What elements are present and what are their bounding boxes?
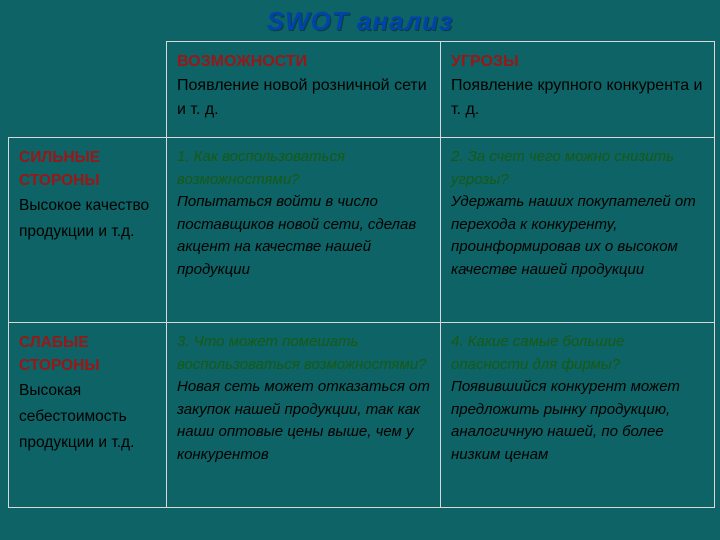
strengths-desc: Высокое качество продукции и т.д. [19,193,156,246]
cell-wt-answer: Появившийся конкурент может предложить р… [451,376,704,466]
cell-wo: 3. Что может помешать воспользоваться во… [167,323,441,508]
threats-title: УГРОЗЫ [451,50,704,74]
cell-so: 1. Как воспользоваться возможностями? По… [167,138,441,323]
cell-so-answer: Попытаться войти в число поставщиков нов… [177,191,430,281]
cell-wo-question: 3. Что может помешать воспользоваться во… [177,331,430,376]
cell-wo-answer: Новая сеть может отказаться от закупок н… [177,376,430,466]
row-header-strengths: СИЛЬНЫЕ СТОРОНЫ Высокое качество продукц… [9,138,167,323]
slide-title: SWOT анализ [0,0,720,41]
opportunities-desc: Появление новой розничной сети и т. д. [177,74,430,122]
corner-cell [9,42,167,138]
header-threats: УГРОЗЫ Появление крупного конкурента и т… [441,42,715,138]
header-row: ВОЗМОЖНОСТИ Появление новой розничной се… [9,42,715,138]
weaknesses-title: СЛАБЫЕ СТОРОНЫ [19,331,156,378]
cell-st-answer: Удержать наших покупателей от перехода к… [451,191,704,281]
opportunities-title: ВОЗМОЖНОСТИ [177,50,430,74]
weaknesses-row: СЛАБЫЕ СТОРОНЫ Высокая себестоимость про… [9,323,715,508]
cell-st: 2. За счет чего можно снизить угрозы? Уд… [441,138,715,323]
threats-desc: Появление крупного конкурента и т. д. [451,74,704,122]
header-opportunities: ВОЗМОЖНОСТИ Появление новой розничной се… [167,42,441,138]
weaknesses-desc: Высокая себестоимость продукции и т.д. [19,378,156,457]
swot-table: ВОЗМОЖНОСТИ Появление новой розничной се… [8,41,715,508]
strengths-title: СИЛЬНЫЕ СТОРОНЫ [19,146,156,193]
row-header-weaknesses: СЛАБЫЕ СТОРОНЫ Высокая себестоимость про… [9,323,167,508]
strengths-row: СИЛЬНЫЕ СТОРОНЫ Высокое качество продукц… [9,138,715,323]
cell-wt: 4. Какие самые большие опасности для фир… [441,323,715,508]
cell-st-question: 2. За счет чего можно снизить угрозы? [451,146,704,191]
cell-so-question: 1. Как воспользоваться возможностями? [177,146,430,191]
cell-wt-question: 4. Какие самые большие опасности для фир… [451,331,704,376]
